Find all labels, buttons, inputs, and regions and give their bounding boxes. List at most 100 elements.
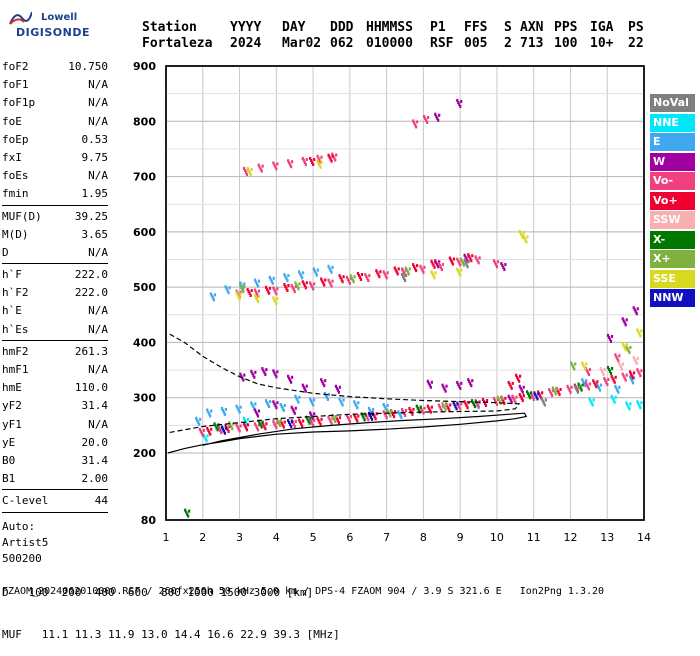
data-point — [404, 266, 407, 270]
data-point — [632, 356, 635, 360]
data-point — [581, 361, 584, 365]
data-point — [603, 368, 606, 372]
data-point — [586, 371, 590, 375]
data-point — [327, 415, 330, 419]
header-label-0: Station — [142, 20, 197, 35]
data-point — [434, 259, 437, 263]
data-point — [585, 379, 588, 383]
data-point — [522, 230, 525, 234]
data-point — [515, 375, 519, 379]
data-point — [293, 425, 296, 429]
data-point — [298, 270, 301, 274]
param-row-he: h`E N/A — [2, 302, 108, 320]
data-point — [579, 386, 582, 390]
data-point — [274, 300, 277, 304]
data-point — [640, 329, 643, 333]
data-point — [312, 267, 315, 271]
data-point — [466, 265, 469, 269]
param-row-foe: foE N/A — [2, 113, 108, 131]
muf-label: MUF — [2, 628, 22, 641]
data-point — [317, 161, 320, 165]
data-point — [375, 269, 378, 273]
x-tick-label: 14 — [637, 531, 651, 544]
data-point — [419, 264, 422, 268]
param-label: D — [2, 245, 9, 259]
data-point — [468, 380, 471, 384]
data-point — [276, 419, 280, 423]
data-point — [301, 276, 304, 280]
data-point — [478, 256, 481, 260]
data-point — [356, 419, 359, 423]
legend-item-sse: SSE — [650, 269, 695, 288]
data-point — [640, 401, 643, 405]
data-point — [550, 392, 553, 396]
data-point — [224, 407, 228, 411]
data-point — [252, 373, 255, 377]
data-point — [577, 385, 581, 389]
data-point — [609, 339, 613, 343]
data-point — [535, 395, 538, 399]
data-point — [567, 386, 570, 390]
data-point — [290, 165, 293, 169]
data-point — [316, 268, 319, 272]
data-point — [357, 401, 360, 405]
data-point — [298, 395, 301, 399]
data-point — [427, 381, 430, 385]
data-point — [467, 401, 470, 405]
data-point — [441, 383, 444, 387]
series-noval — [401, 259, 581, 407]
data-point — [287, 159, 290, 163]
data-point — [503, 268, 506, 272]
data-point — [504, 263, 507, 267]
data-point — [611, 376, 614, 380]
data-point — [518, 384, 521, 388]
data-point — [595, 385, 598, 389]
data-point — [386, 404, 389, 408]
param-value: N/A — [88, 114, 108, 128]
data-point — [274, 373, 277, 377]
data-point — [242, 290, 245, 294]
data-point — [250, 401, 253, 405]
data-point — [267, 405, 271, 409]
data-point — [568, 388, 571, 392]
data-point — [239, 284, 242, 288]
data-point — [384, 414, 387, 418]
data-point — [310, 158, 313, 162]
data-point — [288, 376, 291, 380]
data-point — [313, 418, 316, 422]
data-point — [512, 396, 515, 400]
data-point — [290, 425, 293, 429]
data-point — [437, 265, 440, 269]
data-point — [224, 424, 227, 428]
data-point — [239, 290, 242, 294]
data-point — [632, 371, 636, 375]
data-point — [384, 274, 387, 278]
data-point — [236, 293, 239, 297]
data-point — [238, 410, 241, 414]
data-point — [448, 408, 451, 412]
data-point — [340, 401, 343, 405]
data-point — [401, 267, 404, 271]
data-point — [231, 427, 234, 431]
data-point — [338, 385, 342, 389]
data-point — [331, 279, 334, 283]
data-point — [235, 289, 238, 293]
data-point — [368, 413, 372, 417]
data-point — [334, 158, 337, 162]
data-point — [261, 367, 264, 371]
data-point — [436, 116, 439, 120]
data-point — [211, 296, 214, 300]
data-point — [367, 406, 371, 410]
data-point — [623, 346, 626, 350]
data-point — [494, 263, 498, 267]
data-point — [303, 284, 306, 288]
data-point — [467, 378, 470, 382]
header-label-1: YYYY — [230, 20, 262, 35]
data-point — [310, 283, 313, 287]
data-point — [629, 372, 633, 376]
data-point — [227, 430, 230, 434]
data-point — [622, 374, 625, 378]
data-point — [350, 276, 353, 280]
data-point — [294, 285, 297, 289]
data-point — [618, 385, 621, 389]
